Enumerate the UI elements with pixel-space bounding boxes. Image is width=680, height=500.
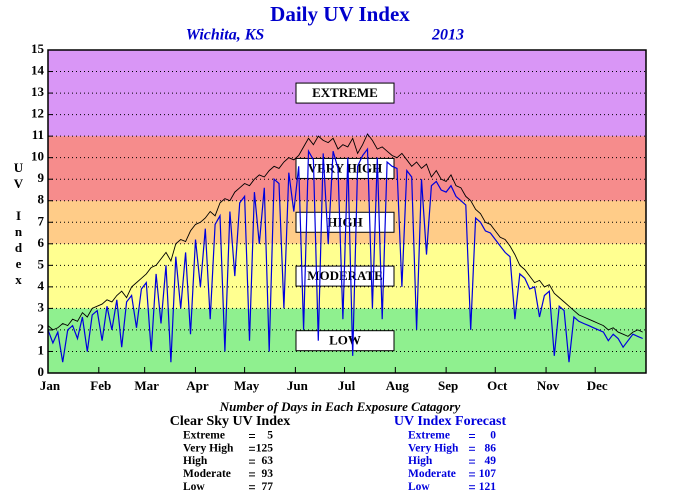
y-tick-label: 4 (38, 278, 45, 293)
y-tick-label: 9 (38, 170, 45, 185)
y-tick-label: 11 (32, 127, 44, 142)
y-tick-label: 0 (38, 364, 45, 379)
y-tick-label: 1 (38, 342, 45, 357)
table-title: Clear Sky UV Index (170, 414, 290, 429)
plot-frame (47, 49, 647, 374)
row-label: Very High (408, 442, 459, 454)
x-tick-label: Sep (438, 378, 458, 393)
subtitle-location: Wichita, KS (186, 27, 265, 44)
band-label-box (295, 157, 395, 179)
chart-title: Daily UV Index (270, 2, 410, 26)
x-tick-label: Dec (587, 378, 608, 393)
row-label: High (408, 455, 433, 467)
x-tick-label: Feb (90, 378, 111, 393)
row-value: 121 (479, 481, 497, 493)
band-label-box (295, 330, 395, 352)
row-label: Low (183, 481, 205, 493)
row-label: Extreme (408, 430, 450, 442)
row-value: 86 (485, 442, 497, 454)
series-line (47, 133, 643, 337)
x-tick-label: Nov (537, 378, 560, 393)
band-label: MODERATE (307, 268, 383, 283)
x-tick-label: Aug (386, 378, 410, 393)
y-tick-label: 5 (38, 256, 45, 271)
row-label: Moderate (408, 468, 456, 480)
y-tick-label: 2 (38, 321, 45, 336)
row-label: Moderate (183, 468, 231, 480)
y-axis-label: UV Index (11, 160, 26, 288)
y-tick-label: 3 (38, 299, 45, 314)
x-tick-label: Jul (338, 378, 356, 393)
x-tick-label: Oct (487, 378, 508, 393)
row-value: 107 (479, 468, 497, 480)
row-value: 49 (485, 455, 497, 467)
row-value: 63 (262, 455, 274, 467)
x-tick-label: Mar (134, 378, 159, 393)
band-label: VERY HIGH (308, 160, 383, 175)
y-tick-label: 7 (38, 213, 45, 228)
row-value: 0 (490, 430, 496, 442)
band-label: HIGH (327, 214, 362, 229)
x-tick-label: Apr (186, 378, 209, 393)
y-tick-label: 8 (38, 192, 45, 207)
table-title: UV Index Forecast (394, 414, 507, 429)
band-label: EXTREME (312, 85, 378, 100)
summary-title: Number of Days in Each Exposure Catagory (219, 399, 461, 414)
x-tick-label: Jan (40, 378, 61, 393)
subtitle-year: 2013 (431, 27, 464, 44)
y-tick-label: 6 (38, 235, 45, 250)
row-label: Extreme (183, 430, 225, 442)
row-value: 93 (262, 468, 274, 480)
row-value: 77 (262, 481, 274, 493)
row-label: Very High (183, 442, 234, 454)
y-tick-label: 15 (31, 41, 45, 56)
y-tick-label: 10 (31, 149, 44, 164)
row-label: High (183, 455, 208, 467)
x-tick-label: Jun (287, 378, 309, 393)
y-tick-label: 12 (31, 106, 44, 121)
series-line (47, 147, 643, 363)
x-tick-label: May (234, 378, 260, 393)
y-tick-label: 14 (31, 63, 45, 78)
row-value: 125 (256, 442, 274, 454)
row-label: Low (408, 481, 430, 493)
y-tick-label: 13 (31, 84, 45, 99)
row-value: 5 (267, 430, 273, 442)
band-label-box (295, 82, 395, 104)
band-label: LOW (329, 333, 361, 348)
